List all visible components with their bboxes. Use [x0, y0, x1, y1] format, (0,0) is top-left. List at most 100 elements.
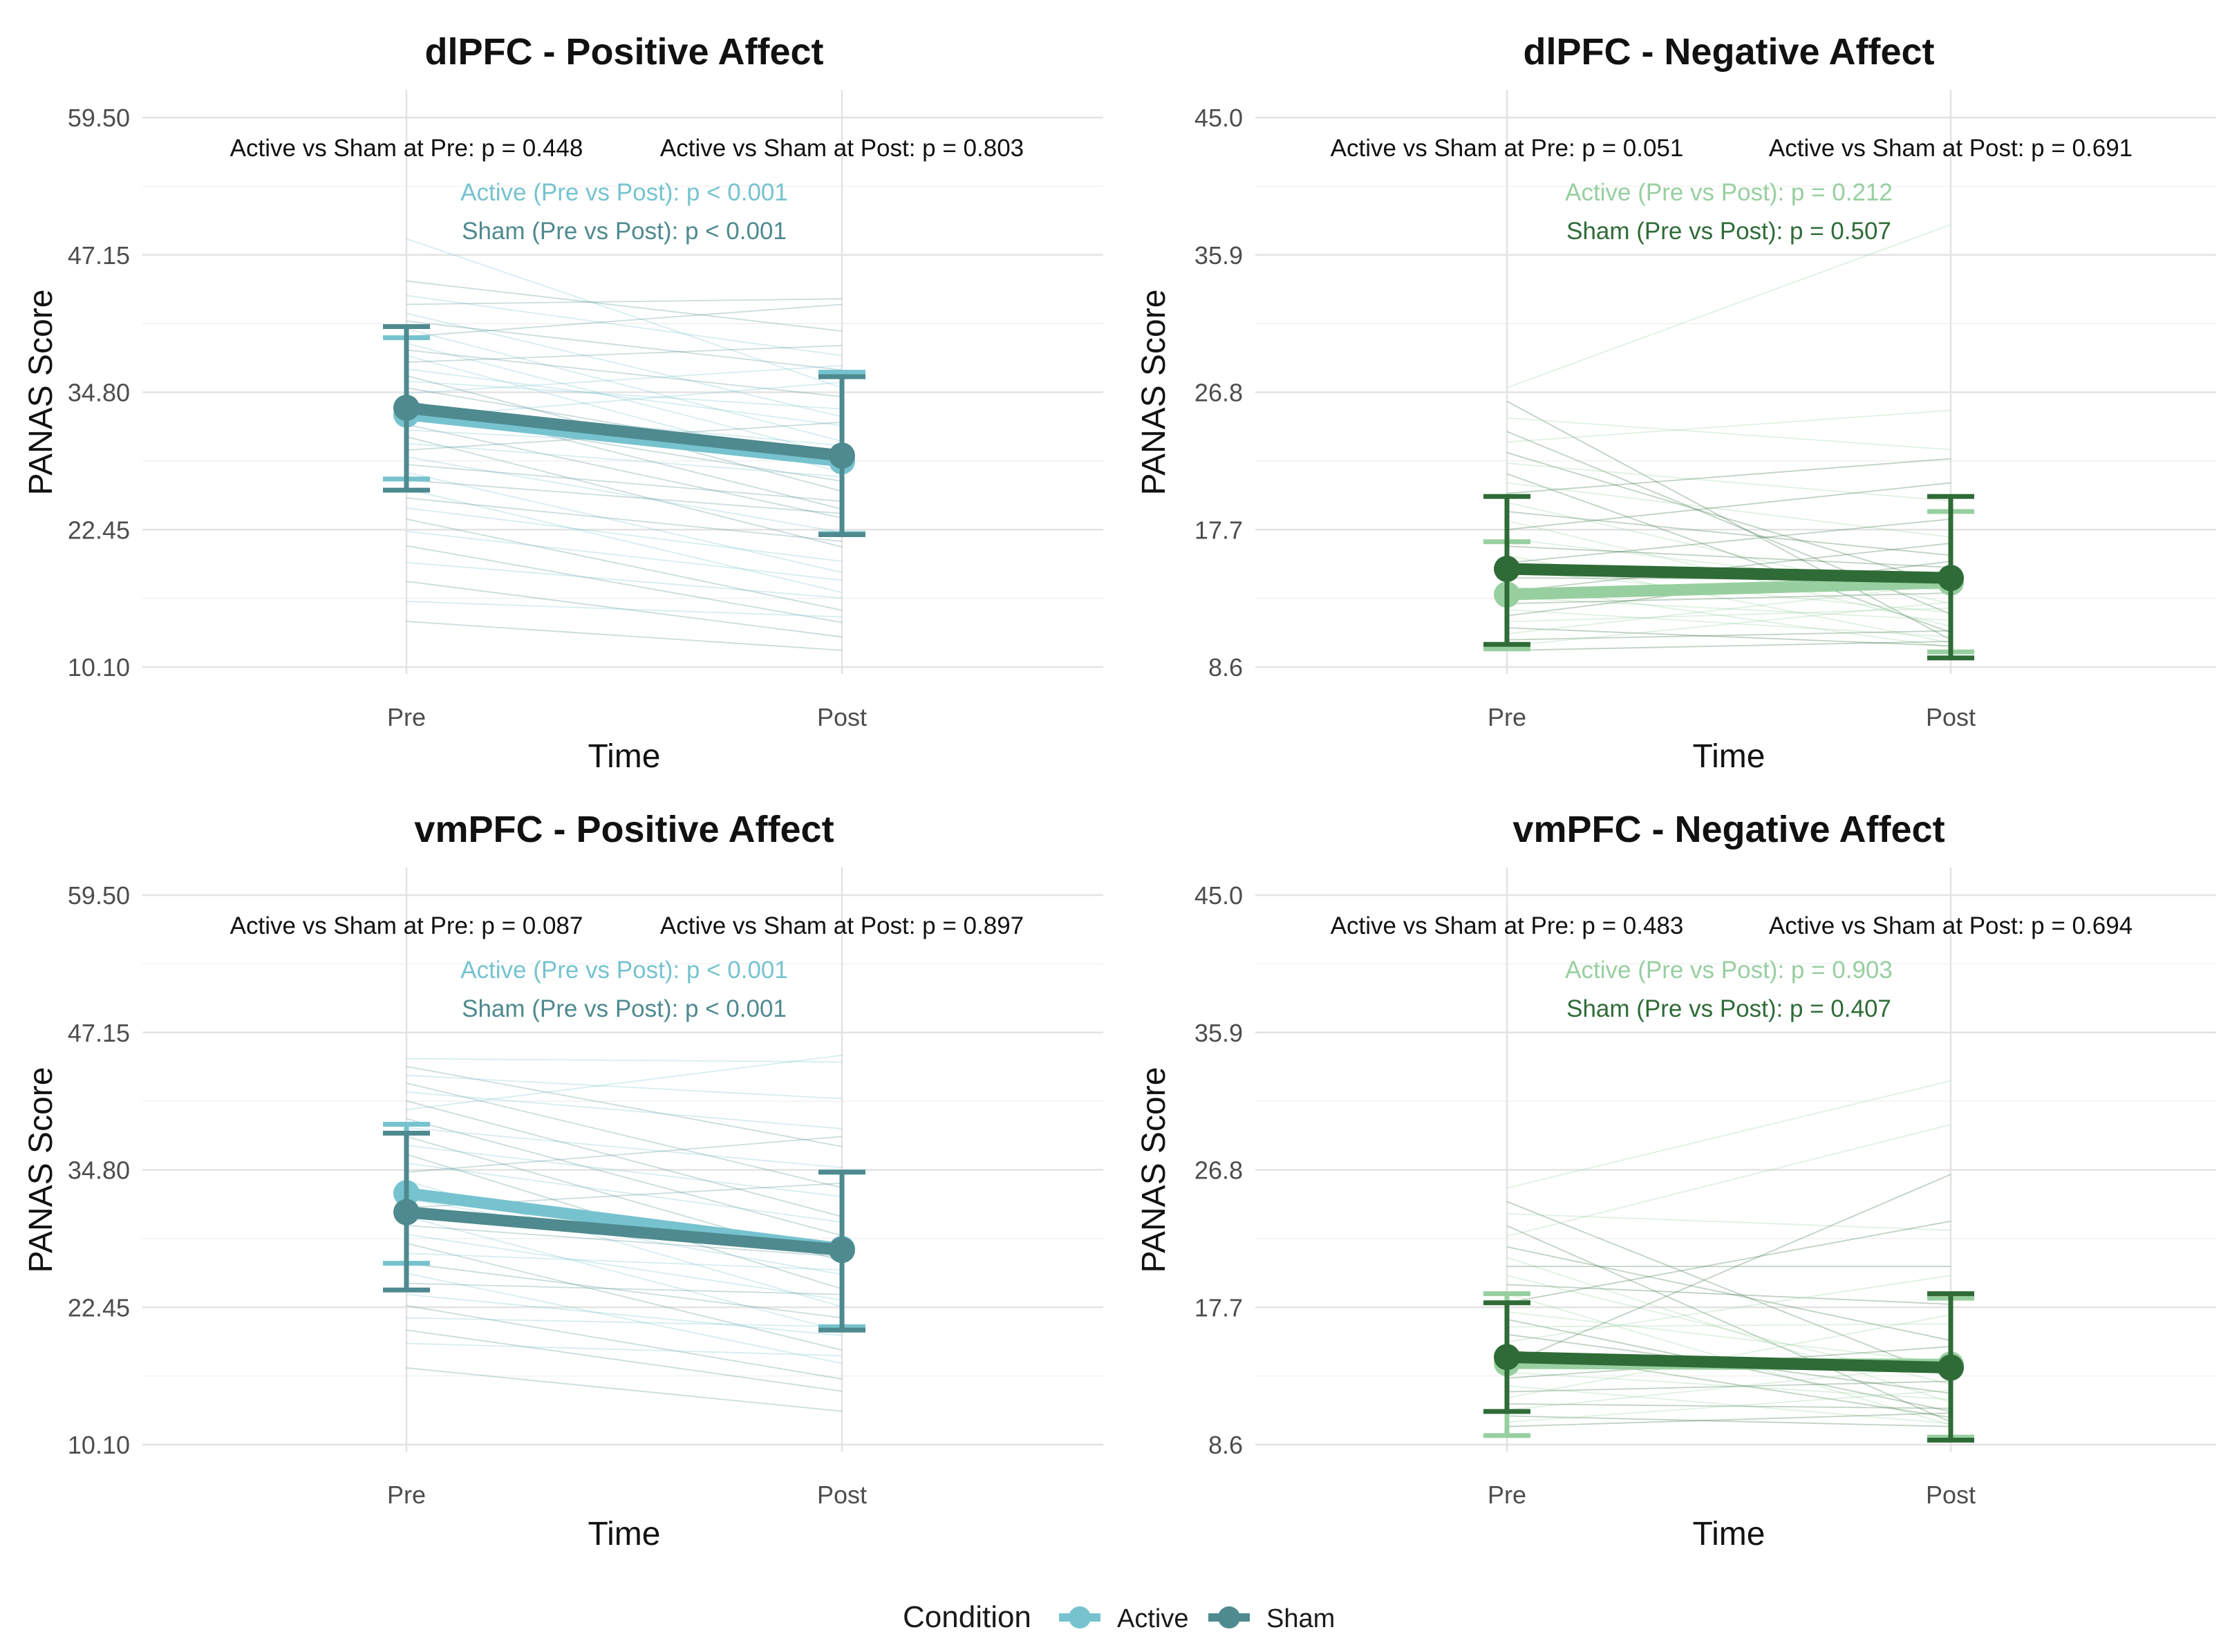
mean-point-pre	[393, 395, 420, 422]
subject-line	[406, 488, 843, 594]
subject-line	[406, 1216, 843, 1332]
mean-point-post	[829, 442, 855, 469]
y-tick-label: 17.7	[1194, 1293, 1243, 1322]
y-axis-title: PANAS Score	[23, 290, 59, 496]
subject-line	[1506, 640, 1951, 651]
subject-line	[1506, 1403, 1951, 1409]
y-tick-label: 10.10	[68, 1431, 130, 1459]
y-tick-label: 59.50	[68, 881, 130, 910]
y-tick-label: 47.15	[68, 1019, 130, 1047]
series-sham	[383, 324, 865, 537]
subject-line	[406, 312, 843, 417]
y-tick-label: 8.6	[1208, 653, 1243, 682]
subject-line	[1506, 452, 1951, 586]
subject-line	[1506, 1257, 1951, 1403]
x-tick-label: Pre	[1488, 1481, 1526, 1509]
mean-point-pre	[1494, 556, 1520, 583]
annotation-pre-compare: Active vs Sham at Pre: p = 0.087	[230, 912, 583, 939]
subject-line	[1506, 1220, 1951, 1304]
legend: Condition Active Sham	[903, 1600, 1335, 1634]
subject-line	[406, 342, 843, 457]
subject-line	[1506, 1246, 1951, 1342]
mean-point-pre	[393, 1199, 420, 1226]
x-tick-label: Post	[1926, 703, 1976, 731]
annotation-sham-within: Sham (Pre vs Post): p < 0.001	[462, 218, 787, 245]
subject-line	[406, 1242, 843, 1351]
subject-line	[1506, 1314, 1951, 1399]
subject-line	[1506, 1364, 1951, 1411]
subject-line	[406, 1342, 843, 1357]
mean-line	[400, 402, 848, 462]
y-tick-label: 26.8	[1194, 1156, 1243, 1185]
subject-line	[406, 1252, 843, 1271]
annotation-active-within: Active (Pre vs Post): p < 0.001	[460, 957, 788, 984]
annotation-pre-compare: Active vs Sham at Pre: p = 0.051	[1331, 135, 1684, 162]
y-tick-label: 26.8	[1194, 379, 1243, 407]
subject-line	[406, 1304, 843, 1380]
subject-line	[406, 1233, 843, 1301]
subject-line	[406, 1225, 843, 1257]
y-axis-title: PANAS Score	[1136, 290, 1172, 496]
subject-line	[406, 518, 843, 611]
subject-line	[406, 1367, 843, 1412]
subject-line	[406, 1074, 843, 1100]
subject-line	[1506, 607, 1951, 623]
panel-1: 10.10 22.45 34.80 47.15 59.50 Pre Post Active v…	[23, 31, 1103, 775]
subject-line	[1506, 458, 1951, 494]
subject-lines	[406, 1054, 843, 1412]
annotations: Active vs Sham at Pre: p = 0.448 Active v…	[230, 135, 1024, 245]
legend-item-active: Active	[1059, 1604, 1188, 1633]
series-sham	[383, 1130, 865, 1333]
mean-point-post	[1938, 565, 1964, 592]
legend-key-sham-point	[1218, 1606, 1240, 1628]
subject-line	[406, 424, 843, 519]
subject-line	[1506, 1201, 1951, 1379]
mean-line	[1501, 1351, 1957, 1374]
subject-line	[1506, 630, 1951, 641]
series-sham	[1483, 1291, 1974, 1443]
subject-line	[406, 1262, 843, 1319]
panel-title: dlPFC - Positive Affect	[424, 31, 823, 73]
y-axis-title: PANAS Score	[1136, 1067, 1172, 1273]
subject-line	[1506, 417, 1951, 451]
subject-line	[1506, 473, 1951, 633]
subject-line	[406, 471, 843, 574]
x-tick-label: Post	[817, 1481, 867, 1509]
series-sham	[1483, 494, 1974, 661]
subject-line	[1506, 1415, 1951, 1427]
annotation-post-compare: Active vs Sham at Post: p = 0.691	[1769, 135, 2133, 162]
y-tick-label: 22.45	[68, 1293, 130, 1322]
y-tick-label: 34.80	[68, 1156, 130, 1185]
subject-line	[406, 1136, 843, 1173]
subject-line	[1506, 1389, 1951, 1423]
y-tick-label: 35.9	[1194, 241, 1243, 270]
subject-line	[1506, 1385, 1951, 1425]
subject-line	[1506, 1412, 1951, 1427]
subject-line	[1506, 597, 1951, 621]
subject-line	[1506, 1311, 1951, 1364]
subject-line	[406, 1127, 843, 1169]
subject-line	[406, 280, 843, 332]
x-axis-title: Time	[588, 1516, 661, 1552]
y-tick-label: 34.80	[68, 379, 130, 407]
subject-line	[1506, 1080, 1951, 1189]
subject-line	[406, 435, 843, 548]
subject-line	[1506, 224, 1951, 388]
subject-line	[1506, 627, 1951, 647]
subject-line	[1506, 583, 1951, 635]
annotation-active-within: Active (Pre vs Post): p = 0.903	[1565, 957, 1893, 984]
annotation-sham-within: Sham (Pre vs Post): p < 0.001	[462, 995, 787, 1022]
subject-line	[406, 621, 843, 651]
subject-line	[1506, 482, 1951, 538]
subject-line	[406, 1091, 843, 1129]
subject-line	[406, 456, 843, 534]
subject-line	[406, 303, 843, 337]
subject-line	[406, 328, 843, 442]
y-tick-label: 59.50	[68, 104, 130, 132]
subject-line	[1506, 601, 1951, 647]
panel-title: vmPFC - Positive Affect	[414, 809, 834, 850]
subject-line	[406, 380, 843, 410]
subject-line	[1506, 482, 1951, 531]
y-axis-title: PANAS Score	[23, 1067, 59, 1273]
